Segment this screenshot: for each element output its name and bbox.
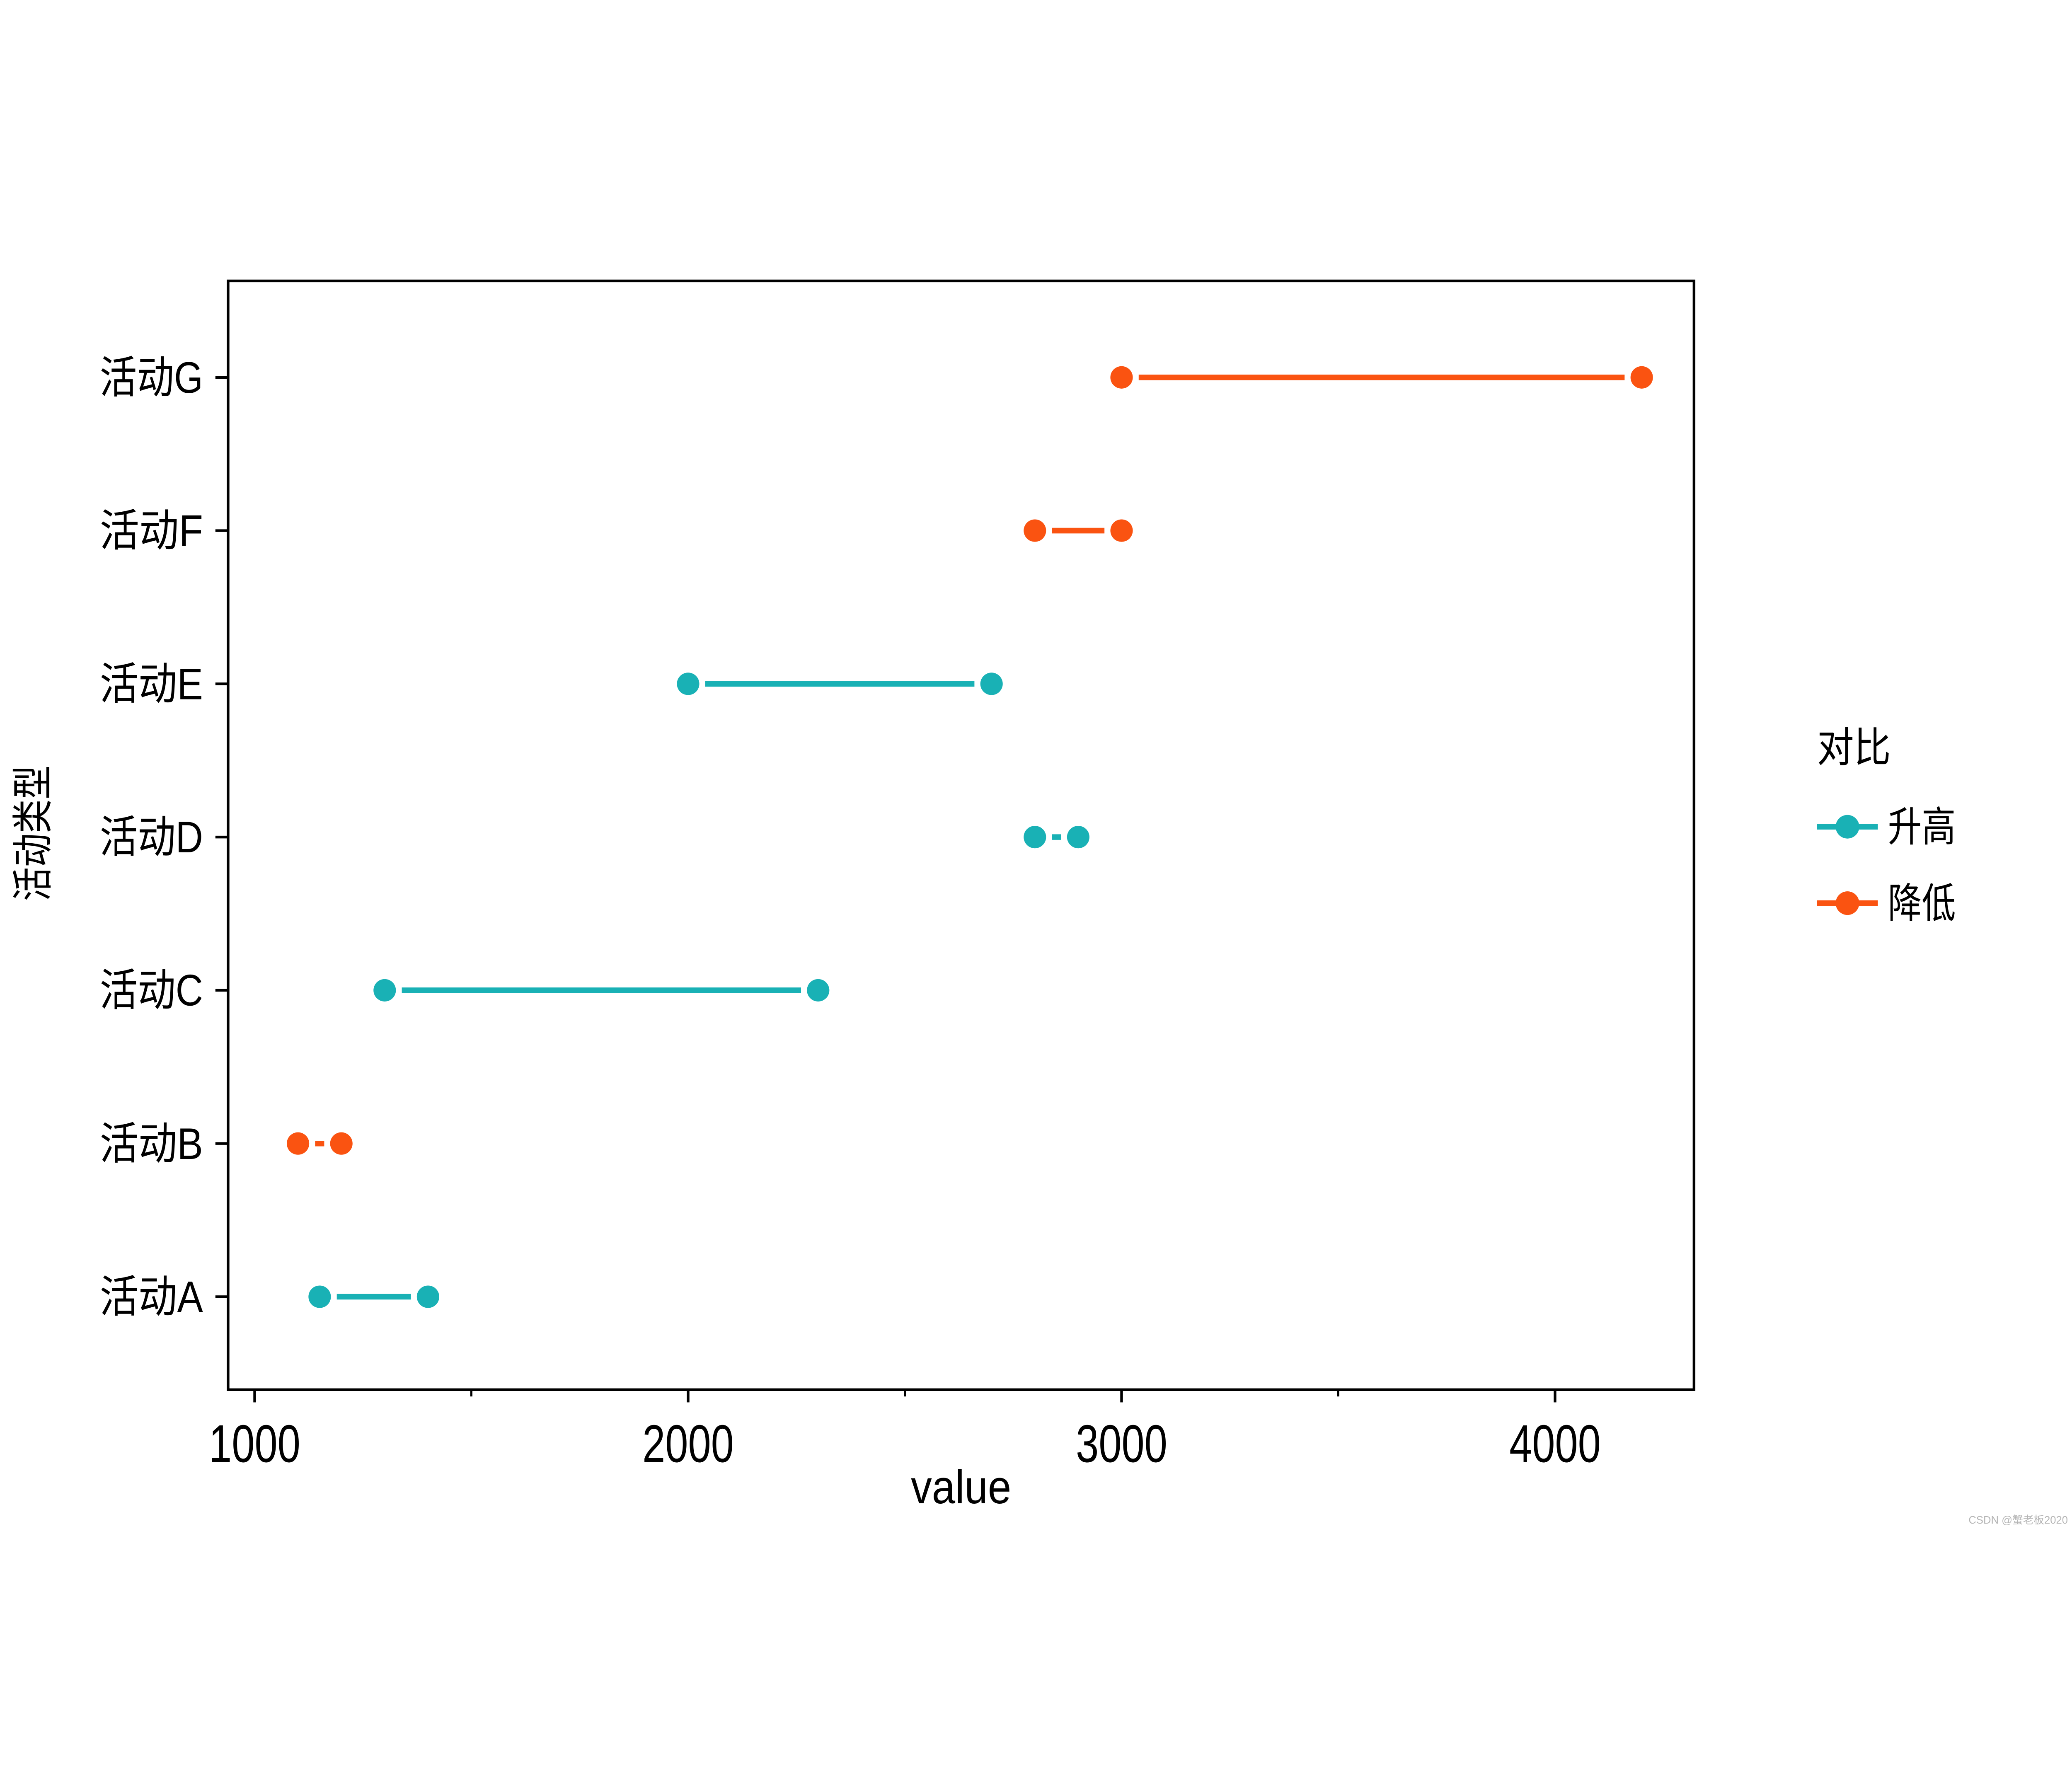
dumbbell-dot-end [416,1285,439,1308]
y-axis-title: 活动类型 [10,765,56,901]
x-axis-minor-ticks [470,1389,1339,1397]
dumbbell-row [308,1285,439,1308]
legend-key-rise-icon [1817,815,1878,839]
legend: 对比 升高 降低 [1817,725,1956,927]
y-tick-label-a: 活动A [100,1272,203,1322]
dumbbell-dot-start [677,673,700,695]
dumbbell-dot-end [1067,826,1089,849]
dumbbell-dot-end [807,979,830,1002]
dumbbell-row [287,1132,353,1155]
legend-label-rise: 升高 [1888,804,1956,850]
dumbbell-row [677,673,1003,695]
dumbbell-row [1024,826,1089,849]
y-tick-label-g: 活动G [100,353,203,402]
y-tick-label-f: 活动F [100,506,203,555]
x-axis-major-ticks [253,1389,1556,1403]
dumbbell-row [1024,519,1133,542]
legend-title: 对比 [1817,725,1891,771]
x-tick-label-2000: 2000 [642,1414,734,1473]
legend-key-fall-icon [1817,891,1878,915]
dumbbell-marks [287,366,1653,1308]
dumbbell-dot-start [1110,366,1133,389]
x-axis-tick-labels: 1000 2000 3000 4000 [209,1414,1601,1473]
y-tick-label-c: 活动C [100,965,203,1015]
dumbbell-dot-end [980,673,1003,695]
dumbbell-dot-start [373,979,396,1002]
dumbbell-row [373,979,830,1002]
x-tick-label-4000: 4000 [1509,1414,1601,1473]
dumbbell-row [1110,366,1653,389]
y-tick-label-d: 活动D [100,812,203,862]
dumbbell-dot-start [287,1132,310,1155]
dumbbell-dot-end [330,1132,353,1155]
y-axis-ticks [215,376,228,1298]
dumbbell-dot-end [1110,519,1133,542]
legend-label-fall: 降低 [1888,881,1956,927]
plot-panel-border [227,279,1696,1391]
dumbbell-dot-start [1024,519,1046,542]
x-tick-label-3000: 3000 [1076,1414,1167,1473]
legend-key-dot [1835,815,1859,839]
y-tick-label-b: 活动B [100,1119,203,1169]
chart-background [0,256,2072,1527]
dumbbell-dot-start [308,1285,331,1308]
x-tick-label-1000: 1000 [209,1414,300,1473]
x-axis-title: value [911,1461,1011,1514]
legend-key-dot [1835,891,1859,915]
dumbbell-dot-start [1024,826,1046,849]
y-tick-label-e: 活动E [100,659,203,709]
dumbbell-dot-end [1630,366,1653,389]
y-axis-tick-labels: 活动A 活动B 活动C 活动D 活动E 活动F 活动G [100,353,203,1322]
watermark: CSDN @蟹老板2020 [1968,1514,2068,1526]
